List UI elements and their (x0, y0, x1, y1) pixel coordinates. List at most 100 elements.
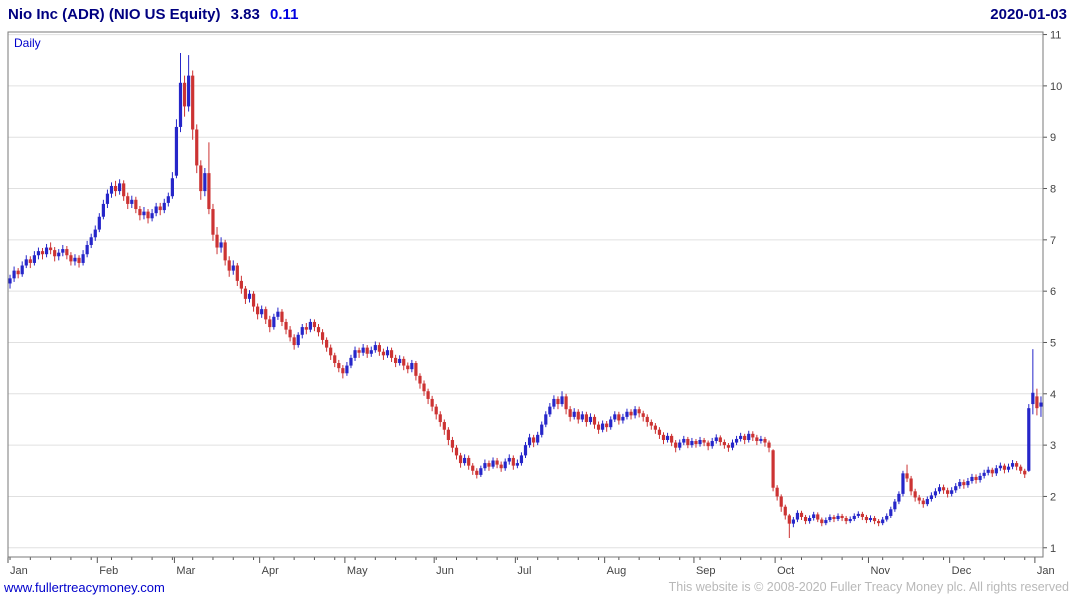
y-tick-label: 11 (1050, 30, 1061, 42)
candle-body (402, 358, 406, 366)
candle-body (36, 251, 41, 256)
candle-body (588, 416, 593, 423)
candle-body (994, 468, 998, 474)
candle-body (320, 332, 325, 340)
candle-body (166, 196, 170, 203)
chart-date: 2020-01-03 (990, 6, 1067, 23)
candle-body (913, 491, 917, 498)
candle-body (284, 321, 288, 330)
candle-body (982, 472, 986, 476)
candle-body (686, 438, 690, 446)
candle-body (556, 398, 560, 405)
copyright-text: This website is © 2008-2020 Fuller Treac… (668, 580, 1069, 594)
candle-body (227, 260, 231, 271)
candle-body (779, 496, 783, 507)
y-tick-label: 6 (1050, 286, 1056, 298)
candle-body (268, 319, 272, 328)
candle-body (369, 350, 373, 354)
candle-body (734, 438, 739, 443)
candle-body (28, 259, 32, 263)
candle-body (170, 178, 174, 197)
candle-body (199, 165, 203, 192)
candle-body (231, 265, 235, 271)
candle-body (601, 423, 605, 430)
candle-body (852, 515, 856, 520)
candle-body (142, 211, 146, 216)
candle-body (625, 411, 629, 417)
candle-body (410, 363, 414, 370)
candle-body (454, 447, 459, 456)
candle-body (893, 501, 897, 510)
candle-body (868, 517, 873, 521)
y-tick-label: 10 (1050, 81, 1062, 93)
candle-body (406, 365, 410, 370)
x-month-label: Jan (10, 565, 28, 577)
candle-body (564, 396, 568, 410)
candle-body (621, 416, 625, 421)
candle-body (803, 516, 808, 522)
candle-body (113, 185, 118, 192)
candle-body (670, 435, 674, 443)
candle-body (722, 442, 726, 446)
candle-body (53, 250, 57, 257)
candle-body (40, 251, 45, 255)
candle-body (584, 414, 588, 423)
candle-body (954, 486, 958, 491)
candle-body (85, 244, 89, 255)
y-tick-label: 2 (1050, 491, 1056, 503)
candle-body (962, 482, 966, 486)
candle-body (93, 229, 97, 238)
candle-body (154, 206, 158, 214)
candle-body (1006, 466, 1011, 470)
candle-body (511, 457, 515, 466)
site-link[interactable]: www.fullertreacymoney.com (4, 580, 165, 595)
candle-body (475, 470, 479, 475)
candle-body (730, 442, 735, 448)
plot-border (7, 31, 1044, 558)
candle-body (532, 437, 536, 443)
candle-body (909, 478, 913, 492)
candle-body (933, 491, 938, 496)
candle-body (207, 173, 211, 210)
candle-body (828, 516, 832, 521)
candle-body (422, 383, 426, 392)
x-month-label: Jan (1037, 565, 1055, 577)
candle-body (341, 368, 345, 374)
candle-body (986, 469, 990, 473)
candle-body (349, 357, 353, 366)
candle-body (211, 209, 215, 235)
candle-body (747, 433, 751, 440)
candle-body (836, 515, 840, 520)
candle-body (187, 75, 191, 107)
candle-body (65, 249, 69, 256)
candle-body (503, 461, 507, 469)
candle-body (881, 519, 885, 524)
candle-body (925, 499, 929, 505)
candle-body (592, 416, 597, 425)
candle-body (458, 455, 463, 464)
x-month-label: Jun (436, 565, 454, 577)
candle-body (1031, 392, 1035, 405)
candle-body (633, 409, 637, 416)
candle-body (134, 199, 138, 210)
candle-body (848, 519, 852, 522)
candle-body (325, 339, 329, 348)
candle-body (1015, 463, 1019, 467)
candle-body (771, 450, 775, 488)
candle-body (276, 311, 280, 317)
candle-body (162, 202, 166, 211)
candle-body (718, 437, 722, 443)
candle-body (260, 309, 264, 315)
candle-body (812, 514, 816, 518)
candle-body (1035, 396, 1039, 409)
candle-body (150, 213, 154, 219)
candle-body (536, 434, 540, 443)
candle-body (572, 411, 576, 417)
candle-body (840, 515, 844, 518)
candle-body (690, 441, 694, 446)
candle-body (897, 493, 901, 502)
candle-body (118, 183, 122, 192)
x-month-label: Aug (607, 565, 627, 577)
candle-body (568, 409, 572, 417)
candle-body (219, 242, 223, 248)
